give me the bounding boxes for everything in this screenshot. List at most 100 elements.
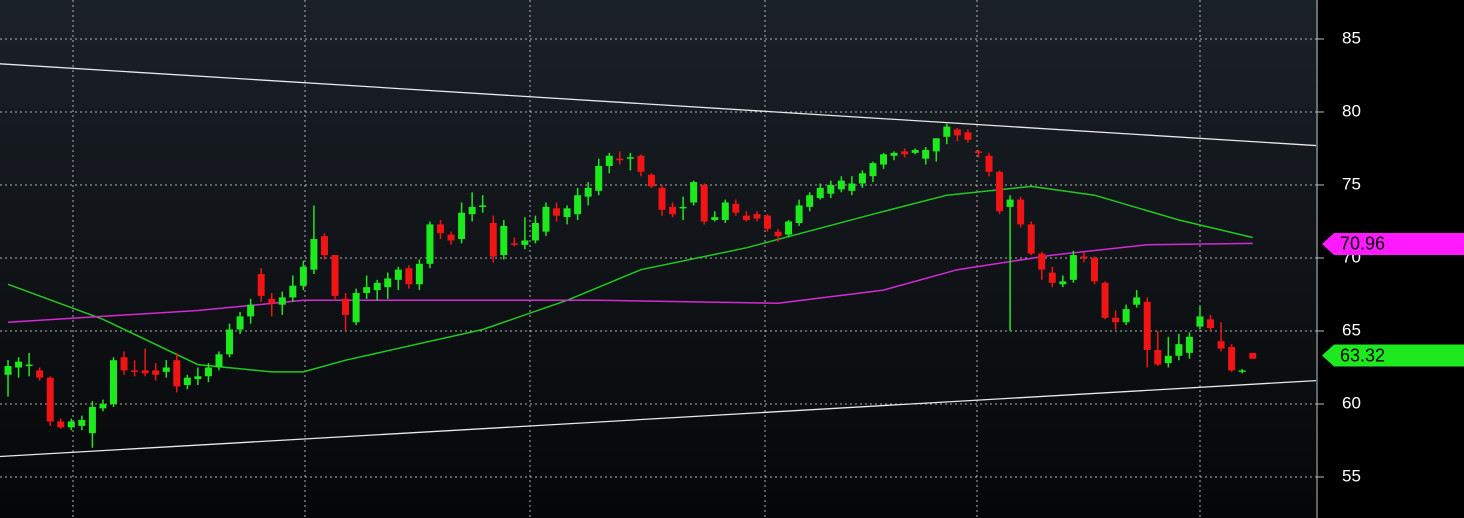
candle-body [1090, 257, 1098, 282]
candle-body [152, 370, 160, 375]
price-tag-label: 63.32 [1340, 345, 1385, 365]
candle-body [415, 263, 423, 285]
candle-body [922, 149, 930, 159]
candle-body [468, 206, 476, 215]
candle-body [162, 367, 170, 372]
candle-body [510, 243, 518, 245]
y-tick-label: 55 [1342, 466, 1361, 485]
candle-body [67, 421, 75, 428]
candle-body [194, 376, 202, 380]
candle-body [1196, 316, 1204, 327]
price-tag [1322, 344, 1464, 367]
candle-body [299, 266, 307, 286]
axis-panel [1318, 0, 1464, 518]
candle-body [257, 274, 265, 296]
candle-body [742, 215, 750, 221]
candle-body [25, 364, 33, 367]
candle-body [637, 155, 645, 172]
candle-body [500, 225, 508, 256]
candle-body [1143, 301, 1151, 350]
candle-body [1207, 319, 1215, 329]
candle-body [1069, 255, 1077, 280]
candle-body [1017, 199, 1025, 225]
candle-body [1080, 256, 1088, 259]
candle-body [996, 171, 1004, 212]
y-tick-label: 75 [1342, 174, 1361, 193]
candle-body [521, 240, 529, 245]
candle-body [531, 222, 539, 241]
candle-body [247, 304, 255, 317]
candle-body [616, 158, 624, 161]
candle-body [384, 278, 392, 288]
candle-body [426, 224, 434, 264]
trend-line [0, 63, 1317, 147]
candle-body [901, 151, 909, 155]
candle-body [4, 366, 12, 375]
candle-body [1048, 272, 1056, 283]
candle-body [320, 236, 328, 256]
candle-body [542, 206, 550, 232]
candle-body [479, 205, 487, 207]
candle-body [1133, 297, 1141, 305]
y-tick-label: 85 [1342, 28, 1361, 47]
candle-body [278, 297, 286, 305]
candle-body [373, 282, 381, 291]
candle-body [1175, 344, 1183, 356]
candle-body [795, 205, 803, 223]
candle-body [732, 203, 740, 213]
candle-body [15, 361, 23, 368]
candle-body [964, 132, 972, 140]
candle-body [1059, 281, 1067, 285]
candle-body [215, 354, 223, 368]
candle-body [1101, 282, 1109, 318]
candle-body [268, 298, 276, 304]
candle-body [46, 377, 54, 422]
candle-body [1249, 352, 1257, 359]
candle-body [204, 367, 212, 377]
candle-body [690, 182, 698, 203]
candle-body [458, 212, 466, 239]
candle-body [943, 126, 951, 137]
candle-body [120, 357, 128, 371]
candle-body [173, 360, 181, 387]
candle-body [289, 285, 297, 298]
candle-body [669, 206, 677, 215]
price-tag [1322, 232, 1464, 255]
y-tick-label: 65 [1342, 320, 1361, 339]
candle-body [858, 173, 866, 184]
candle-body [880, 154, 888, 165]
candle-body [837, 180, 845, 190]
candle-body [88, 406, 96, 434]
candle-body [848, 183, 856, 191]
candle-body [911, 149, 919, 153]
candle-body [109, 360, 117, 404]
y-tick-label: 60 [1342, 393, 1361, 412]
candle-body [405, 268, 413, 285]
candle-body [36, 370, 44, 378]
candle-body [626, 157, 634, 159]
candle-body [1154, 349, 1162, 365]
candle-body [352, 293, 360, 323]
candle-body [1238, 370, 1246, 372]
candle-body [236, 316, 244, 330]
candle-body [1185, 336, 1193, 353]
candle-body [985, 155, 993, 172]
candle-body [816, 187, 824, 199]
candle-body [774, 231, 782, 237]
candle-body [647, 174, 655, 187]
candle-body [394, 269, 402, 280]
candle-body [806, 195, 814, 207]
candle-body [827, 184, 835, 194]
candle-body [1164, 355, 1172, 364]
candle-body [1038, 253, 1046, 270]
candle-body [869, 163, 877, 177]
candle-body [932, 138, 940, 152]
candle-body [78, 420, 86, 426]
trend-line [0, 379, 1317, 458]
candle-body [1027, 224, 1035, 254]
candle-body [141, 370, 149, 374]
candle-body [1112, 317, 1120, 323]
candle-body [753, 214, 761, 219]
